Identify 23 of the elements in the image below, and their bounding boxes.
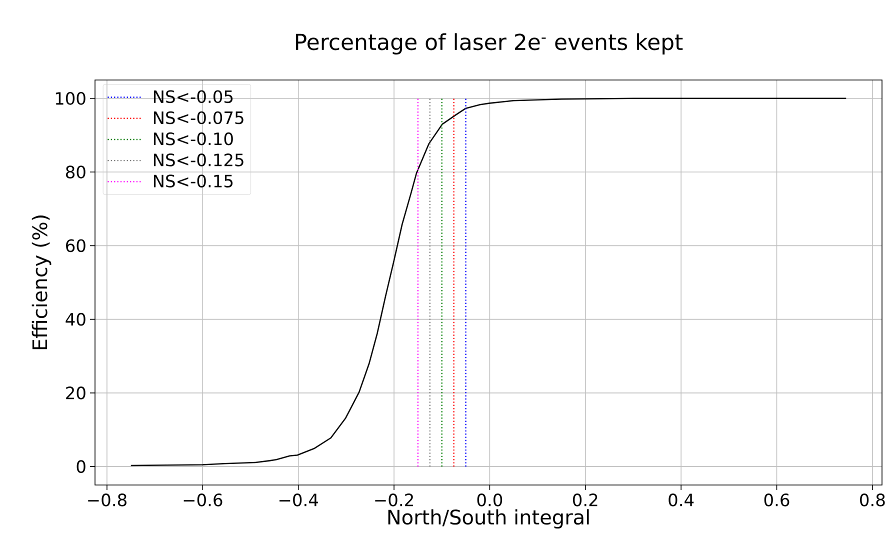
y-tick-label: 100 xyxy=(56,92,86,105)
x-tick-label: 0.0 xyxy=(477,493,502,506)
x-tick-label: −0.2 xyxy=(375,493,413,506)
y-tick-label: 20 xyxy=(66,386,86,400)
y-tick-label: 40 xyxy=(66,312,86,326)
legend-label: NS<-0.075 xyxy=(154,111,244,124)
legend-label: NS<-0.10 xyxy=(154,132,233,146)
legend-label: NS<-0.125 xyxy=(154,154,244,166)
x-tick-label: −0.8 xyxy=(88,493,126,506)
x-tick-label: −0.6 xyxy=(184,493,222,506)
legend-label: NS<-0.15 xyxy=(154,174,233,188)
y-tick-label: 80 xyxy=(66,166,86,178)
x-tick-label: −0.4 xyxy=(279,493,318,506)
legend-label: NS<-0.05 xyxy=(154,90,233,104)
x-tick-label: 0.2 xyxy=(572,493,598,506)
x-tick-label: 0.6 xyxy=(764,493,790,506)
y-axis-title: Efficiency (%) xyxy=(32,216,52,350)
y-tick-label: 0 xyxy=(76,460,86,473)
chart-title: Percentage of laser 2e$^{-}$ events kept xyxy=(296,33,683,54)
x-tick-label: 0.8 xyxy=(860,493,885,506)
x-axis-title: North/South integral xyxy=(388,509,589,529)
y-tick-label: 60 xyxy=(66,239,86,252)
x-tick-label: 0.4 xyxy=(668,493,694,506)
